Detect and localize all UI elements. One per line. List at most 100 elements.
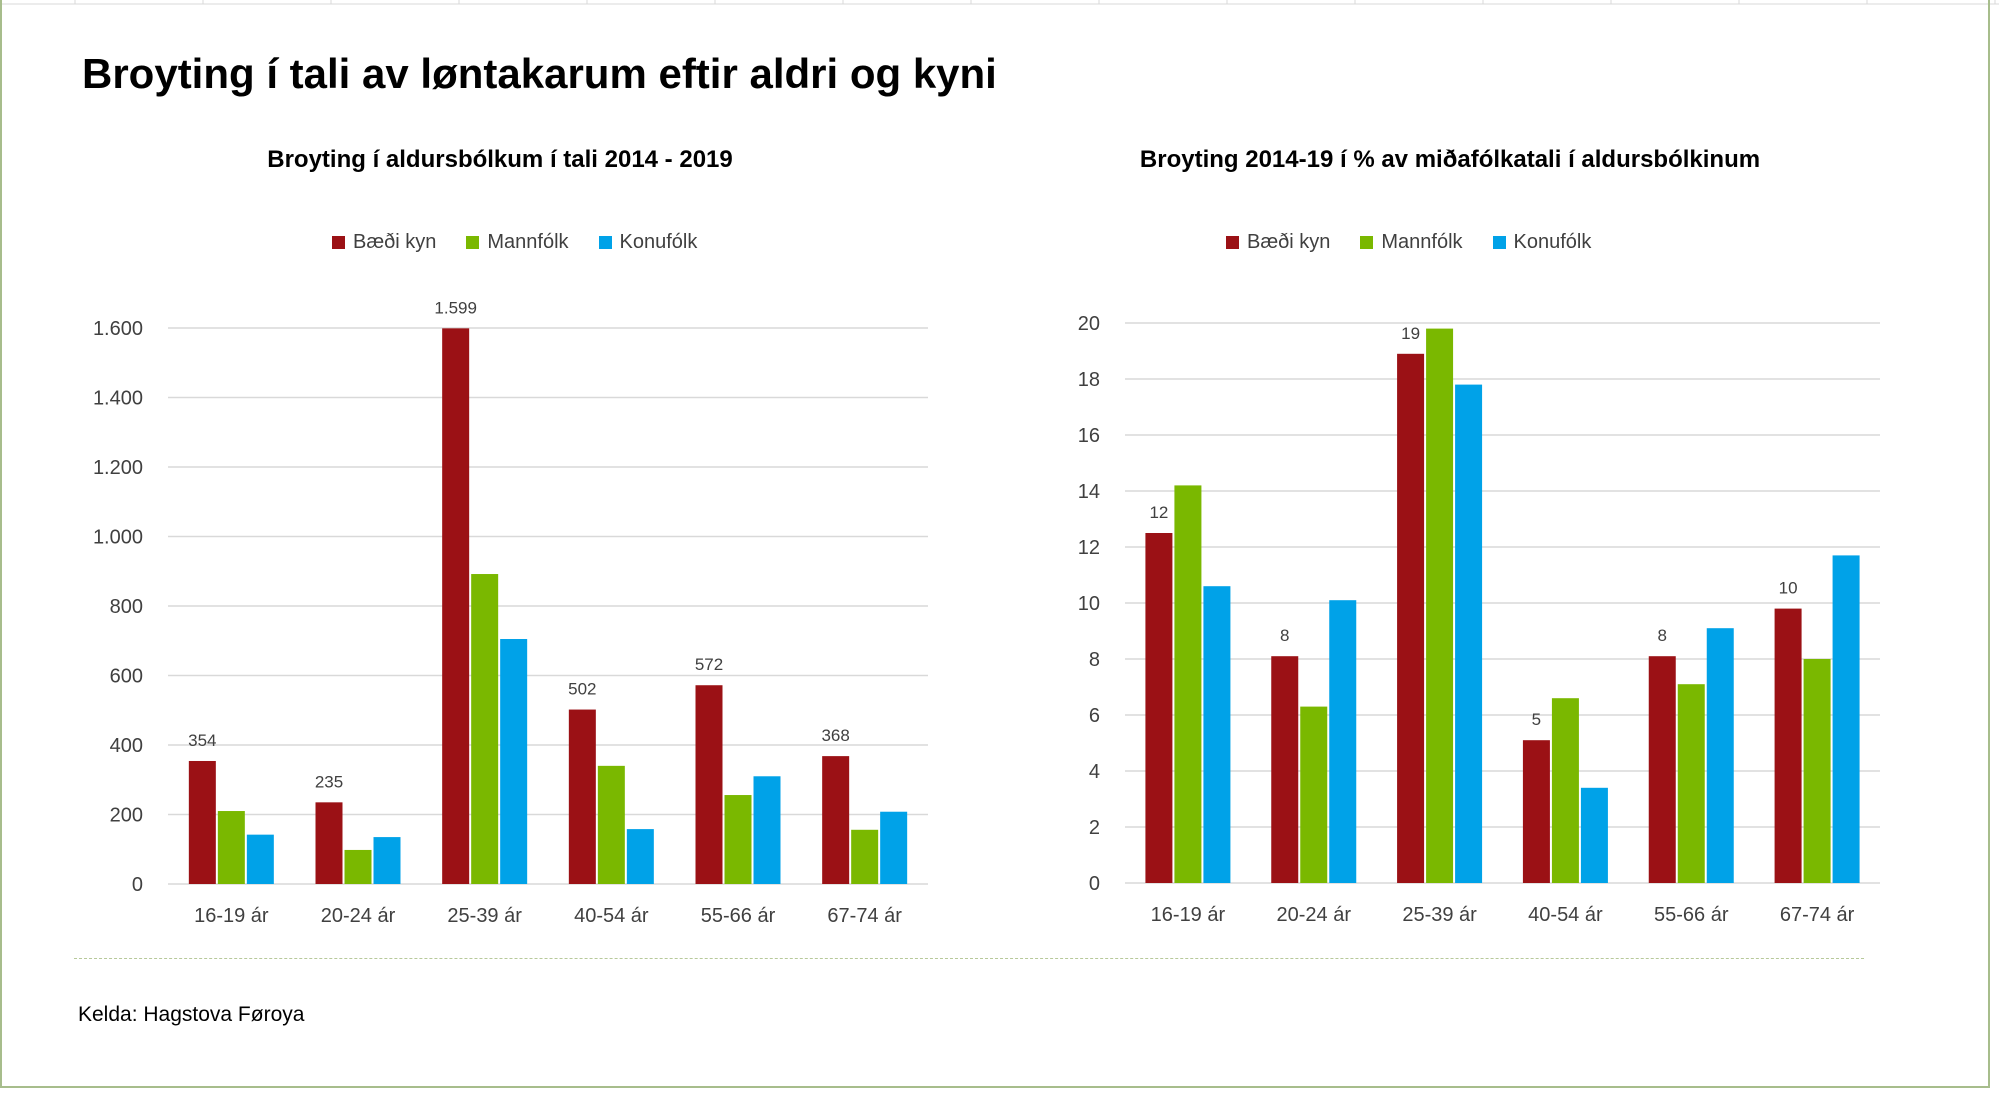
page-title: Broyting í tali av løntakarum eftir aldr… (82, 50, 997, 97)
bar (1300, 706, 1328, 883)
y-tick-label: 0 (1089, 873, 1100, 895)
bar (1551, 698, 1579, 883)
legend-label-women: Konufólk (1513, 231, 1592, 253)
y-tick-label: 12 (1078, 537, 1100, 559)
y-tick-label: 20 (1078, 313, 1100, 335)
spreadsheet-gridlines (0, 0, 1999, 5)
x-tick-label: 67-74 ár (827, 905, 902, 927)
y-tick-label: 0 (132, 874, 143, 896)
legend-item-both: Bæði kyn (1226, 231, 1330, 254)
y-tick-label: 14 (1078, 481, 1100, 503)
legend-swatch-women (1492, 236, 1506, 249)
bar (442, 328, 470, 884)
bar (246, 834, 274, 884)
bar (1397, 353, 1425, 883)
bar (1145, 533, 1173, 883)
bar (1677, 684, 1705, 883)
bar (597, 765, 625, 884)
data-label: 572 (695, 655, 723, 674)
bar (724, 795, 752, 884)
y-tick-label: 8 (1089, 649, 1100, 671)
legend-count-chart: Bæði kyn Mannfólk Konufólk (332, 231, 697, 254)
data-label: 235 (315, 772, 343, 791)
y-tick-label: 6 (1089, 705, 1100, 727)
legend-label-men: Mannfólk (1381, 231, 1463, 253)
bar (753, 776, 781, 884)
y-tick-label: 1.000 (93, 527, 143, 549)
bar (500, 639, 528, 884)
data-label: 354 (188, 731, 216, 750)
source-note: Kelda: Hagstova Føroya (78, 1003, 305, 1026)
bar (851, 829, 879, 884)
x-tick-label: 40-54 ár (574, 905, 649, 927)
y-tick-label: 4 (1089, 761, 1100, 783)
x-tick-label: 16-19 ár (194, 905, 269, 927)
legend-swatch-women (598, 236, 612, 249)
data-label: 1.599 (434, 298, 477, 317)
legend-swatch-men (466, 236, 480, 249)
legend-swatch-men (1360, 236, 1374, 249)
bar (822, 756, 850, 884)
data-label: 8 (1658, 626, 1667, 645)
y-tick-label: 1.200 (93, 457, 143, 479)
legend-label-men: Mannfólk (487, 231, 569, 253)
data-label: 502 (568, 680, 596, 699)
bar (1706, 628, 1734, 883)
x-tick-label: 25-39 ár (447, 905, 522, 927)
y-tick-label: 16 (1078, 425, 1100, 447)
legend-item-men: Mannfólk (1360, 231, 1463, 254)
bar (373, 837, 401, 884)
bar (1774, 608, 1802, 883)
legend-swatch-both (1226, 236, 1239, 249)
bar (568, 709, 596, 884)
data-label: 19 (1401, 324, 1420, 343)
data-label: 8 (1280, 626, 1289, 645)
bar (880, 811, 908, 884)
y-tick-label: 200 (110, 805, 143, 827)
legend-percent-chart: Bæði kyn Mannfólk Konufólk (1226, 231, 1591, 254)
divider (74, 958, 1864, 959)
y-tick-label: 10 (1078, 593, 1100, 615)
bar (188, 760, 216, 884)
bar (1455, 384, 1483, 883)
y-tick-label: 1.400 (93, 388, 143, 410)
bar (695, 685, 723, 884)
bar (1329, 600, 1357, 883)
x-tick-label: 67-74 ár (1780, 904, 1855, 926)
legend-item-both: Bæði kyn (332, 231, 436, 254)
legend-swatch-both (332, 236, 345, 249)
y-tick-label: 1.600 (93, 318, 143, 340)
bar (1426, 328, 1454, 884)
chart-title-percent: Broyting 2014-19 í % av miðafólkatali í … (1139, 146, 1761, 173)
y-tick-label: 2 (1089, 817, 1100, 839)
data-label: 10 (1779, 579, 1798, 598)
x-tick-label: 20-24 ár (321, 905, 396, 927)
legend-item-men: Mannfólk (466, 231, 569, 254)
bar (1203, 586, 1231, 883)
y-tick-label: 18 (1078, 369, 1100, 391)
y-tick-label: 800 (110, 596, 143, 618)
x-tick-label: 25-39 ár (1402, 904, 1477, 926)
bar (1174, 485, 1202, 883)
legend-label-women: Konufólk (619, 231, 698, 253)
x-tick-label: 55-66 ár (1654, 904, 1729, 926)
x-tick-label: 20-24 ár (1277, 904, 1352, 926)
bar (217, 811, 245, 884)
bar (1522, 740, 1550, 883)
y-tick-label: 400 (110, 735, 143, 757)
data-label: 368 (821, 726, 849, 745)
data-label: 12 (1149, 503, 1168, 522)
bar (1648, 656, 1676, 883)
legend-item-women: Konufólk (598, 231, 698, 254)
chart-title-count: Broyting í aldursbólkum í tali 2014 - 20… (267, 146, 733, 173)
legend-label-both: Bæði kyn (353, 231, 437, 253)
x-tick-label: 55-66 ár (701, 905, 776, 927)
bar (626, 829, 654, 884)
legend-item-women: Konufólk (1492, 231, 1592, 254)
bar (1832, 555, 1860, 883)
bar (344, 849, 372, 884)
bar (1580, 787, 1608, 883)
